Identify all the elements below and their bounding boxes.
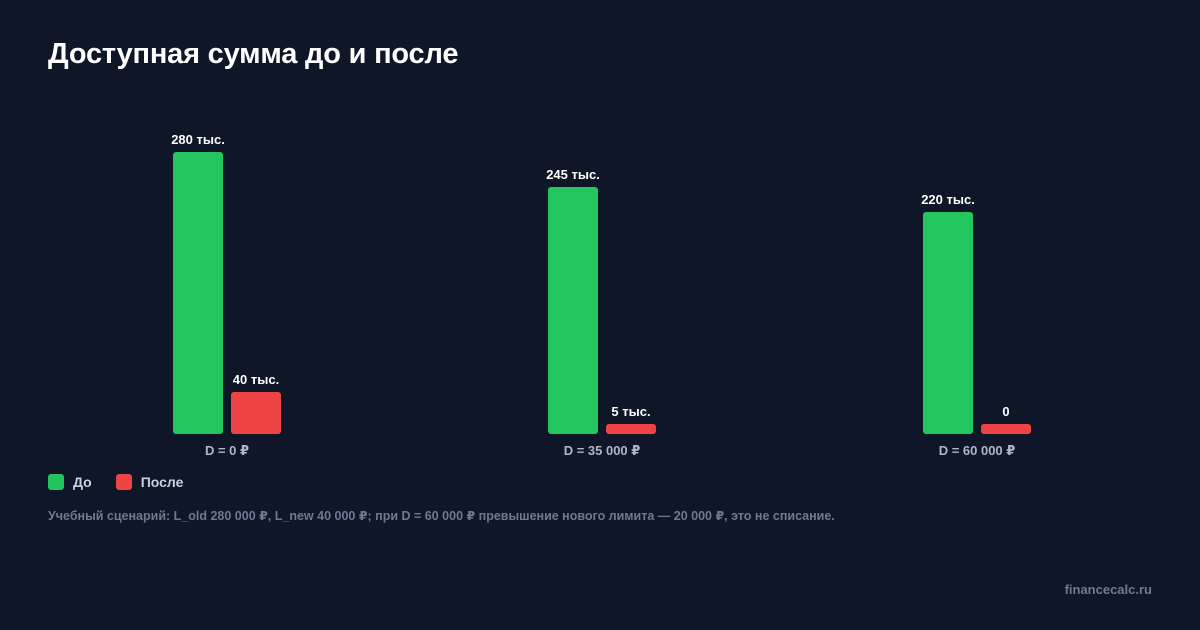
bar-before-2-base — [548, 429, 598, 432]
data-label-before-3: 220 тыс. — [921, 192, 975, 207]
data-label-after-1: 40 тыс. — [233, 372, 279, 387]
category-label-2: D = 35 000 ₽ — [564, 443, 641, 458]
chart-title: Доступная сумма до и после — [48, 38, 459, 70]
brand-link[interactable]: financecalc.ru — [1064, 582, 1152, 597]
data-label-after-2: 5 тыс. — [611, 404, 650, 419]
data-label-after-3: 0 — [1002, 404, 1009, 419]
footnote: Учебный сценарий: L_old 280 000 ₽, L_new… — [48, 509, 835, 523]
bar-after-1-base — [231, 429, 281, 432]
legend-item-after: После — [115, 474, 184, 490]
legend-label-after: После — [140, 474, 184, 490]
bar-before-3-base — [923, 429, 973, 432]
category-label-3: D = 60 000 ₽ — [939, 443, 1016, 458]
bar-before-1-base — [173, 429, 223, 432]
data-label-before-1: 280 тыс. — [171, 132, 225, 147]
legend-swatch-after — [115, 474, 132, 490]
legend-label-before: До — [73, 474, 92, 490]
data-label-before-2: 245 тыс. — [546, 167, 600, 182]
bar-before-1 — [173, 152, 223, 434]
bar-after-3-base — [981, 429, 1031, 432]
bar-before-2 — [548, 187, 598, 434]
legend: До После — [48, 474, 207, 490]
legend-swatch-before — [48, 474, 64, 490]
bar-after-1 — [231, 392, 281, 434]
bar-before-3 — [923, 212, 973, 434]
bar-chart: 280 тыс. 40 тыс. D = 0 ₽ 245 тыс. 5 тыс. D = … — [171, 132, 1031, 458]
bar-after-2-base — [606, 429, 656, 432]
legend-item-before: До — [48, 474, 92, 490]
category-label-1: D = 0 ₽ — [205, 443, 249, 458]
